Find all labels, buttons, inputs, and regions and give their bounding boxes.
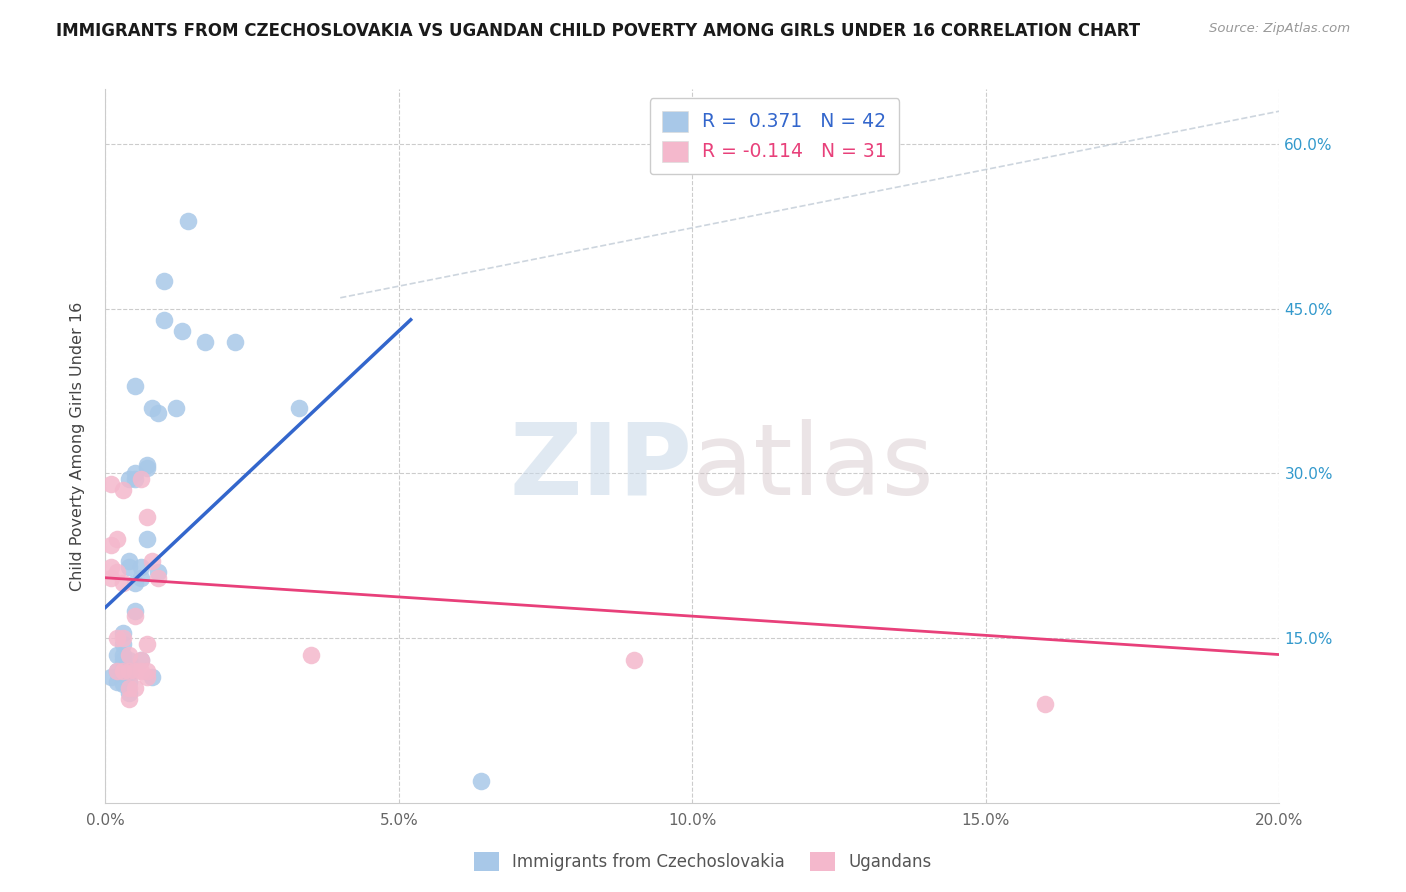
Point: [112, 666, 135, 681]
Point: [118, 559, 141, 574]
Point: [135, 458, 157, 472]
Point: [135, 664, 157, 678]
Point: [148, 571, 170, 585]
Point: [470, 773, 492, 788]
Point: [112, 664, 135, 678]
Point: [124, 576, 146, 591]
Point: [288, 401, 311, 415]
Point: [623, 653, 645, 667]
Text: atlas: atlas: [693, 419, 934, 516]
Point: [124, 664, 146, 678]
Point: [129, 664, 152, 678]
Point: [105, 664, 128, 678]
Point: [153, 274, 176, 288]
Point: [299, 648, 322, 662]
Point: [141, 401, 163, 415]
Point: [170, 324, 193, 338]
Point: [112, 625, 135, 640]
Point: [194, 334, 217, 349]
Point: [124, 467, 146, 481]
Point: [100, 538, 122, 552]
Point: [100, 559, 122, 574]
Point: [118, 664, 141, 678]
Text: IMMIGRANTS FROM CZECHOSLOVAKIA VS UGANDAN CHILD POVERTY AMONG GIRLS UNDER 16 COR: IMMIGRANTS FROM CZECHOSLOVAKIA VS UGANDA…: [56, 22, 1140, 40]
Y-axis label: Child Poverty Among Girls Under 16: Child Poverty Among Girls Under 16: [70, 301, 84, 591]
Point: [105, 675, 128, 690]
Point: [118, 472, 141, 486]
Point: [118, 681, 141, 695]
Text: ZIP: ZIP: [509, 419, 693, 516]
Point: [124, 472, 146, 486]
Point: [129, 559, 152, 574]
Point: [224, 334, 246, 349]
Point: [112, 677, 135, 691]
Point: [105, 664, 128, 678]
Point: [118, 675, 141, 690]
Point: [148, 566, 170, 580]
Point: [165, 401, 187, 415]
Point: [118, 686, 141, 700]
Point: [118, 666, 141, 681]
Point: [100, 477, 122, 491]
Point: [124, 681, 146, 695]
Point: [129, 653, 152, 667]
Point: [112, 483, 135, 497]
Point: [112, 576, 135, 591]
Point: [135, 637, 157, 651]
Point: [118, 653, 141, 667]
Point: [135, 533, 157, 547]
Point: [135, 461, 157, 475]
Point: [105, 533, 128, 547]
Point: [112, 662, 135, 676]
Point: [112, 648, 135, 662]
Point: [118, 554, 141, 568]
Point: [153, 312, 176, 326]
Point: [129, 653, 152, 667]
Point: [129, 571, 152, 585]
Point: [112, 631, 135, 645]
Point: [100, 669, 122, 683]
Point: [135, 510, 157, 524]
Point: [100, 571, 122, 585]
Point: [176, 214, 198, 228]
Point: [105, 566, 128, 580]
Point: [148, 406, 170, 420]
Point: [105, 648, 128, 662]
Point: [141, 669, 163, 683]
Point: [1033, 697, 1056, 711]
Point: [129, 472, 152, 486]
Point: [118, 691, 141, 706]
Point: [135, 669, 157, 683]
Legend: Immigrants from Czechoslovakia, Ugandans: Immigrants from Czechoslovakia, Ugandans: [465, 843, 941, 880]
Legend: R =  0.371   N = 42, R = -0.114   N = 31: R = 0.371 N = 42, R = -0.114 N = 31: [650, 98, 900, 174]
Point: [124, 609, 146, 624]
Text: Source: ZipAtlas.com: Source: ZipAtlas.com: [1209, 22, 1350, 36]
Point: [105, 631, 128, 645]
Point: [112, 637, 135, 651]
Point: [141, 554, 163, 568]
Point: [118, 648, 141, 662]
Point: [124, 378, 146, 392]
Point: [112, 653, 135, 667]
Point: [124, 604, 146, 618]
